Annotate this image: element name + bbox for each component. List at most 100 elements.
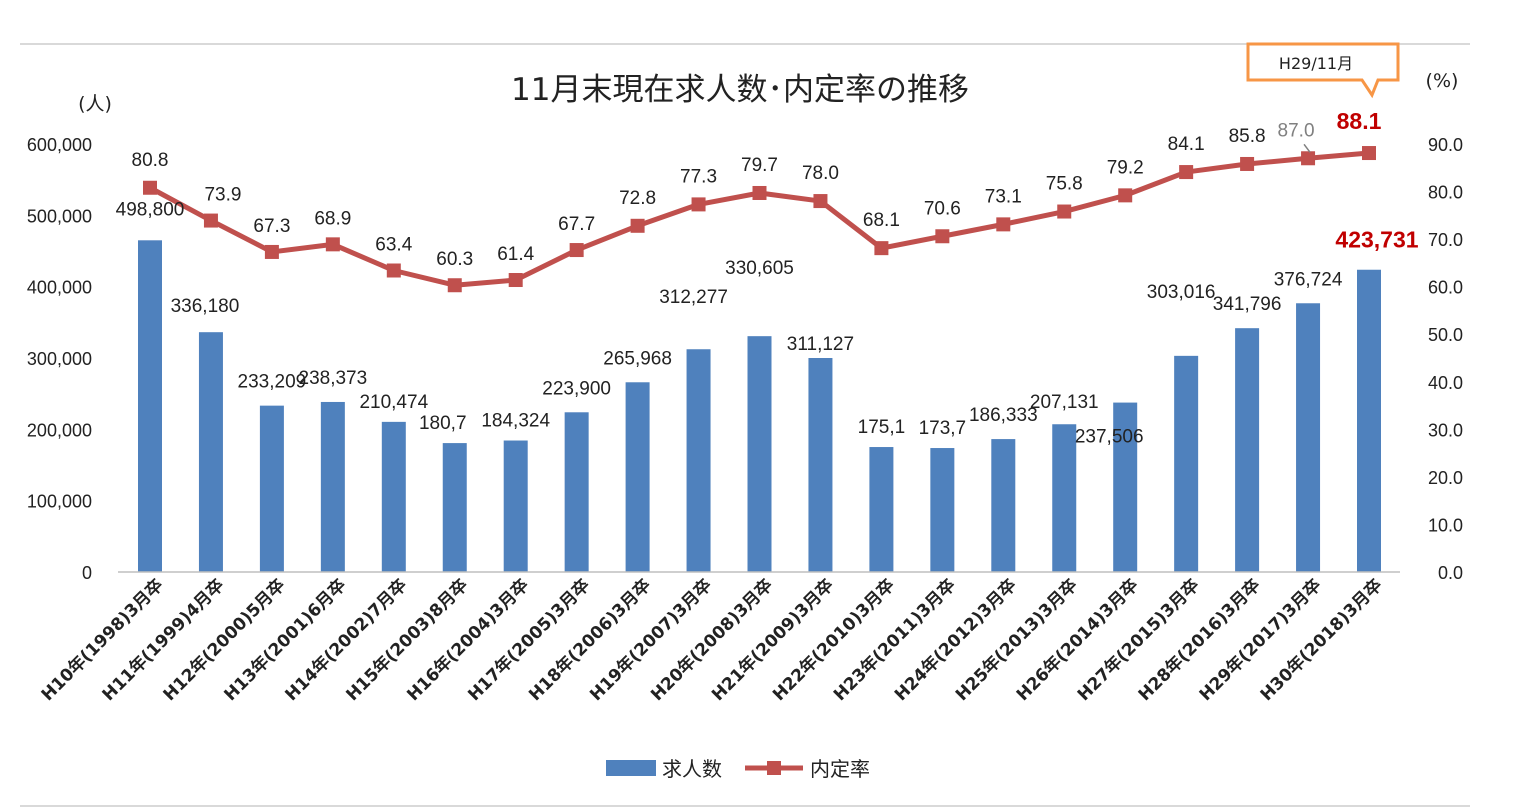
bar [442, 443, 467, 572]
bar-value-label: 265,968 [603, 348, 672, 369]
x-category-label: H29年(2017)3月卒 [1195, 575, 1326, 706]
bar [625, 382, 650, 572]
line-value-label: 60.3 [436, 249, 473, 270]
x-category-label: H13年(2001)6月卒 [220, 575, 351, 706]
line-value-label: 84.1 [1168, 134, 1205, 155]
x-category-label: H25年(2013)3月卒 [951, 575, 1082, 706]
line-marker [325, 237, 340, 252]
line-value-label: 73.1 [985, 186, 1022, 207]
x-category-label: H11年(1999)4月卒 [98, 575, 229, 706]
right-tick-label: 60.0 [1428, 278, 1463, 298]
x-category-label: H30年(2018)3月卒 [1256, 575, 1387, 706]
x-category-label: H16年(2004)3月卒 [403, 575, 534, 706]
x-axis-labels: H10年(1998)3月卒H11年(1999)4月卒H12年(2000)5月卒H… [37, 575, 1387, 706]
bar [1296, 303, 1321, 572]
callout-text: H29/11月 [1279, 54, 1353, 73]
line-marker [264, 244, 279, 259]
line-value-label: 68.1 [863, 210, 900, 231]
bar [198, 332, 223, 572]
leader-line [1303, 143, 1311, 153]
line-value-label: 63.4 [375, 234, 412, 255]
left-tick-label: 0 [82, 563, 92, 583]
line-value-label: 75.8 [1046, 174, 1083, 195]
bar-value-label: 173,7 [919, 418, 967, 439]
right-tick-label: 10.0 [1428, 515, 1463, 535]
legend-swatch-bar [606, 760, 656, 776]
bar [259, 405, 284, 572]
bar-value-label: 330,605 [725, 258, 794, 279]
bar [1235, 328, 1260, 572]
line-value-label: 87.0 [1278, 120, 1315, 141]
line-marker [1118, 188, 1133, 203]
legend: 求人数 内定率 [606, 757, 870, 781]
left-tick-label: 100,000 [27, 492, 92, 512]
x-category-label: H27年(2015)3月卒 [1073, 575, 1204, 706]
legend-label-bar: 求人数 [662, 757, 722, 781]
bar-value-label: 184,324 [481, 411, 550, 432]
bar-value-label: 423,731 [1335, 227, 1418, 253]
chart-title: 11月末現在求人数･内定率の推移 [511, 72, 969, 108]
x-category-label: H10年(1998)3月卒 [37, 575, 168, 706]
left-tick-label: 500,000 [27, 206, 92, 226]
line-value-label: 80.8 [132, 150, 169, 171]
x-category-label: H21年(2009)3月卒 [707, 575, 838, 706]
line-marker [143, 180, 157, 195]
x-category-label: H15年(2003)8月卒 [342, 575, 473, 706]
x-category-label: H26年(2014)3月卒 [1012, 575, 1143, 706]
bar [1113, 402, 1138, 572]
bar [747, 336, 772, 572]
bar-value-label: 175,1 [858, 417, 906, 438]
line-marker [752, 185, 767, 200]
right-axis-unit: (%) [1426, 70, 1459, 92]
line-data-labels: 80.8 73.9 67.3 68.9 63.4 60.3 61.4 67.7 72.8 77.3… [132, 108, 1382, 270]
line-marker [813, 194, 828, 209]
bar-value-label: 312,277 [659, 287, 728, 308]
line-value-label: 68.9 [314, 208, 351, 229]
bar [503, 440, 528, 572]
bar-value-label: 341,796 [1213, 294, 1282, 315]
line-value-label: 70.6 [924, 198, 961, 219]
right-tick-label: 40.0 [1428, 373, 1463, 393]
line-value-label: 85.8 [1229, 126, 1266, 147]
x-category-label: H17年(2005)3月卒 [464, 575, 595, 706]
callout: H29/11月 [1246, 42, 1400, 99]
bar [1052, 424, 1077, 572]
x-category-label: H19年(2007)3月卒 [586, 575, 717, 706]
right-tick-label: 50.0 [1428, 325, 1463, 345]
bar-value-label: 210,474 [359, 392, 428, 413]
line-value-label: 61.4 [497, 244, 534, 265]
bar-value-label: 237,506 [1075, 427, 1144, 448]
bar [564, 412, 589, 572]
line-marker [386, 263, 401, 278]
left-tick-label: 300,000 [27, 349, 92, 369]
bar-value-label: 498,800 [116, 199, 185, 220]
line-series [143, 146, 1376, 293]
x-category-label: H18年(2006)3月卒 [525, 575, 656, 706]
bar-value-label: 233,209 [238, 372, 307, 393]
bar [930, 448, 955, 572]
bar [869, 447, 894, 572]
line-marker [508, 273, 523, 288]
line-value-label: 79.2 [1107, 157, 1144, 178]
bar-value-label: 303,016 [1147, 282, 1216, 303]
left-axis-ticks: 0 100,000 200,000 300,000 400,000 500,000 600,… [27, 135, 92, 583]
right-tick-label: 90.0 [1428, 135, 1463, 155]
right-axis-ticks: 0.0 10.0 20.0 30.0 40.0 50.0 60.0 70.0 80.0 90.0 [1428, 135, 1463, 583]
line-marker [996, 217, 1011, 232]
bar-series [138, 240, 1381, 573]
right-tick-label: 0.0 [1438, 563, 1463, 583]
right-tick-label: 20.0 [1428, 468, 1463, 488]
right-tick-label: 80.0 [1428, 183, 1463, 203]
bar [991, 439, 1016, 572]
line-marker [203, 213, 218, 228]
line-value-label: 67.7 [558, 214, 595, 235]
right-tick-label: 70.0 [1428, 230, 1463, 250]
bar-value-label: 180,7 [419, 413, 467, 434]
bar-value-label: 207,131 [1030, 392, 1099, 413]
bar-value-label: 311,127 [787, 334, 854, 355]
bar [320, 401, 345, 572]
legend-label-line: 内定率 [810, 757, 870, 781]
bar [686, 349, 711, 572]
line-value-label: 67.3 [253, 216, 290, 237]
